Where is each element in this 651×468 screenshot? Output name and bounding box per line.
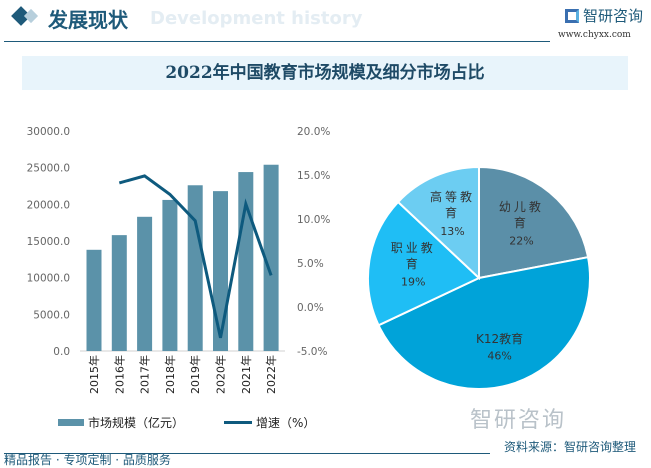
logo-text: 智研咨询 bbox=[583, 7, 644, 25]
bar bbox=[86, 249, 102, 351]
x-tick-label: 2018年 bbox=[163, 355, 177, 394]
slice-value: 46% bbox=[487, 349, 511, 362]
x-tick-label: 2022年 bbox=[264, 355, 278, 394]
slice-value: 19% bbox=[401, 276, 425, 289]
pie-slice bbox=[478, 165, 590, 280]
slice-label: 职业教育 bbox=[390, 240, 436, 271]
pie-slice bbox=[396, 165, 480, 281]
left-tick-label: 0.0 bbox=[53, 346, 70, 358]
legend-bar-swatch bbox=[58, 419, 84, 426]
bar bbox=[162, 199, 178, 351]
left-tick-label: 15000.0 bbox=[27, 236, 70, 248]
left-tick-label: 30000.0 bbox=[27, 126, 70, 138]
growth-line bbox=[118, 174, 273, 339]
website-url: www.chyxx.com bbox=[558, 30, 631, 40]
right-tick-label: 15.0% bbox=[297, 170, 330, 182]
watermark-logo: 智研咨询 bbox=[470, 408, 567, 433]
source-note: 资料来源：智研咨询整理 bbox=[504, 440, 637, 454]
x-tick-label: 2021年 bbox=[239, 355, 253, 394]
section-title: 发展现状 bbox=[48, 8, 128, 32]
bar bbox=[238, 172, 254, 351]
header-divider bbox=[4, 41, 550, 42]
combo-chart: 0.0 5000.0 10000.0 15000.0 20000.0 25000.0 300… bbox=[27, 126, 331, 394]
bar bbox=[263, 164, 279, 351]
logo-icon bbox=[565, 9, 579, 23]
right-tick-label: 10.0% bbox=[297, 214, 330, 226]
brand-logo: 智研咨询 bbox=[565, 5, 643, 26]
slice-value: 22% bbox=[509, 235, 533, 248]
pie-slice bbox=[377, 256, 591, 390]
slice-value: 13% bbox=[440, 225, 464, 238]
header-ghost-text: Development history bbox=[150, 8, 363, 29]
bar bbox=[137, 216, 153, 351]
left-tick-label: 20000.0 bbox=[27, 199, 70, 211]
x-tick-label: 2015年 bbox=[87, 355, 101, 394]
slice-label: 高等教育 bbox=[430, 189, 476, 220]
right-tick-label: 0.0% bbox=[297, 302, 324, 314]
right-tick-label: 5.0% bbox=[297, 258, 324, 270]
legend: 市场规模（亿元） 增速（%） bbox=[58, 414, 315, 431]
slice-label: 幼儿教育 bbox=[498, 199, 544, 230]
legend-line-label: 增速（%） bbox=[256, 416, 316, 430]
pie-chart: 22% 46% 19% 13% bbox=[367, 165, 591, 390]
legend-line-swatch bbox=[224, 421, 253, 424]
x-tick-label: 2020年 bbox=[214, 355, 228, 394]
bar bbox=[187, 185, 203, 351]
chart-title: 2022年中国教育市场规模及细分市场占比 bbox=[22, 56, 628, 90]
x-tick-label: 2017年 bbox=[138, 355, 152, 394]
pie-slice bbox=[367, 200, 481, 327]
bar bbox=[213, 191, 228, 351]
x-tick-label: 2016年 bbox=[112, 355, 126, 394]
left-tick-label: 5000.0 bbox=[33, 309, 70, 321]
x-tick-label: 2019年 bbox=[188, 355, 202, 394]
legend-bar-label: 市场规模（亿元） bbox=[88, 416, 185, 430]
left-tick-label: 10000.0 bbox=[27, 273, 70, 285]
slogan: 精品报告 · 专项定制 · 品质服务 bbox=[4, 453, 171, 467]
right-tick-label: 20.0% bbox=[297, 126, 330, 138]
bar bbox=[111, 235, 127, 351]
right-tick-label: -5.0% bbox=[297, 346, 327, 358]
footer-divider bbox=[4, 453, 490, 454]
left-tick-label: 25000.0 bbox=[27, 163, 70, 175]
slice-label: K12教育 bbox=[476, 332, 524, 347]
